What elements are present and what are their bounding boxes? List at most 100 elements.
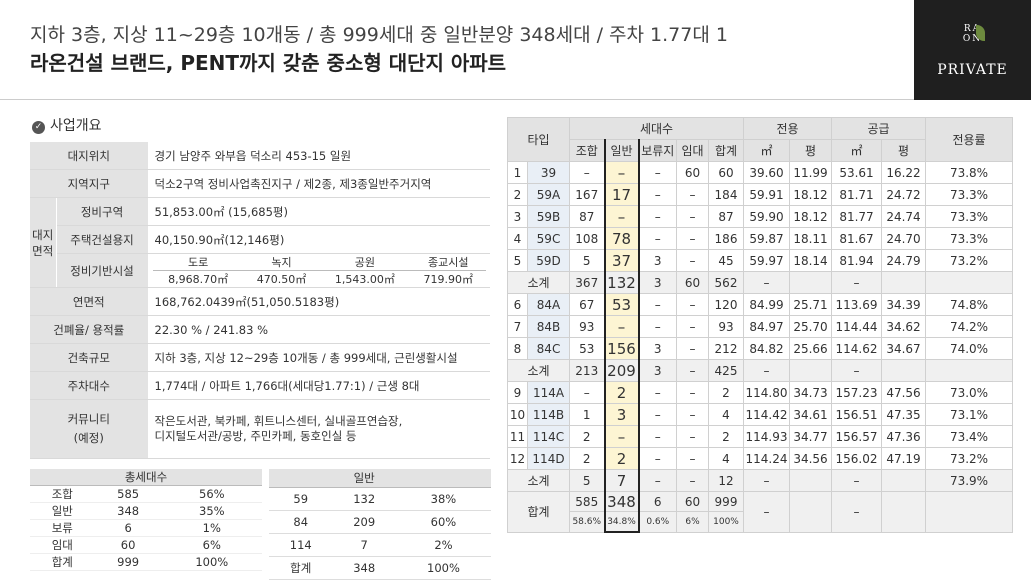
subtotal-label: 소계 (507, 359, 570, 382)
table-cell: – (638, 447, 677, 470)
logo-mark: RA ON (962, 24, 983, 44)
table-cell: 임대 (30, 536, 95, 554)
table-cell: – (638, 469, 677, 492)
table-cell: 18.12 (789, 205, 832, 228)
table-cell: – (676, 337, 709, 360)
table-cell: 73.8% (925, 161, 1013, 184)
table-cell: 5 (569, 249, 605, 272)
table-cell: 2 (569, 425, 605, 448)
table-cell: 81.77 (831, 205, 882, 228)
column-header: 평 (789, 139, 832, 162)
table-cell: 3 (638, 249, 677, 272)
table-cell: – (831, 469, 882, 492)
table-cell: 184 (708, 183, 744, 206)
table-row: 합계 585 348 6 60 999– – (507, 491, 1013, 533)
table-cell: 212 (708, 337, 744, 360)
overview-table: 대지위치 경기 남양주 와부읍 덕소리 453-15 일원 지역지구 덕소2구역 정… (30, 142, 490, 459)
table-cell: 4 (708, 447, 744, 470)
table-cell: – (831, 271, 882, 294)
header: 지하 3층, 지상 11~29층 10개동 / 총 999세대 중 일반분양 3… (0, 0, 1031, 100)
table-row: 합계 999 100% (30, 553, 262, 571)
table-cell: 35% (161, 502, 262, 520)
type-cell: 84C (527, 337, 570, 360)
table-cell: 120 (708, 293, 744, 316)
table-cell (789, 271, 832, 294)
table-cell: 67 (569, 293, 605, 316)
table-cell: 34.77 (789, 425, 832, 448)
table-cell: 84.82 (743, 337, 790, 360)
type-cell: 84B (527, 315, 570, 338)
table-row: 대지위치 경기 남양주 와부읍 덕소리 453-15 일원 (30, 142, 490, 170)
table-cell: – (743, 271, 790, 294)
table-row: 3 59B 87– – –87 59.90 18.12 81.77 24.74 73.3% (507, 205, 1013, 228)
table-cell: 114.44 (831, 315, 882, 338)
table-cell: – (676, 469, 709, 492)
table-cell: 73.9% (925, 469, 1013, 492)
type-cell: 114B (527, 403, 570, 426)
table-cell: 53 (603, 293, 640, 316)
table-row: 연면적 168,762.0439㎡(51,050.5183평) (30, 287, 490, 316)
units-header-group: 세대수 (569, 117, 744, 140)
table-cell: 16.22 (881, 161, 926, 184)
table-cell: 6 (638, 491, 677, 512)
table-cell: – (603, 205, 640, 228)
table-cell: 7 (332, 533, 396, 557)
table-cell: – (638, 227, 677, 250)
summary-general-table: 일반 59 132 38% 84 209 60% 114 7 2% 합계 348 100% (269, 469, 491, 580)
table-row: 11 114C 2– – –2 114.93 34.77 156.57 47.36 73.4% (507, 425, 1013, 448)
table-row: 59 132 38% (269, 487, 491, 511)
subtotal-label: 소계 (507, 271, 570, 294)
table-cell: 93 (708, 315, 744, 338)
table-cell (925, 359, 1013, 382)
table-cell: 114.62 (831, 337, 882, 360)
table-cell: – (676, 249, 709, 272)
table-cell: 367 (569, 271, 605, 294)
table-cell: – (831, 491, 882, 533)
table-cell: 6 (94, 519, 162, 537)
table-row: 정비기반시설 도로 녹지 공원 종교시설 8,968.70㎡ 470.50㎡ 1,543.… (30, 253, 490, 288)
table-cell: 조합 (30, 485, 95, 503)
table-cell: 12 (708, 469, 744, 492)
table-cell: 73.4% (925, 425, 1013, 448)
table-cell: 47.56 (881, 381, 926, 404)
table-cell: 100% (161, 553, 262, 571)
table-cell: 999 (708, 491, 744, 512)
table-cell: – (638, 403, 677, 426)
table-cell: 6% (161, 536, 262, 554)
table-cell: 209 (332, 510, 396, 534)
table-cell: – (743, 491, 790, 533)
table-cell: 108 (569, 227, 605, 250)
table-cell: 4 (507, 227, 528, 250)
table-cell: 84.97 (743, 315, 790, 338)
table-cell: 81.94 (831, 249, 882, 272)
table-cell: 78 (603, 227, 640, 250)
table-cell: – (603, 161, 640, 184)
table-cell: 585 (94, 485, 162, 503)
table-cell: – (638, 381, 677, 404)
type-cell: 114D (527, 447, 570, 470)
table-row: 건축규모 지하 3층, 지상 12~29층 10개동 / 총 999세대, 근린생… (30, 343, 490, 372)
table-cell (925, 491, 1013, 533)
table-cell (789, 469, 832, 492)
table-cell: 34.73 (789, 381, 832, 404)
table-row: 합계 348 100% (269, 556, 491, 580)
table-cell: 1 (569, 403, 605, 426)
table-row: 2 59A 167 17– –184 59.91 18.12 81.71 24.72 73.3% (507, 183, 1013, 206)
table-cell: 17 (603, 183, 640, 206)
table-cell: 34.62 (881, 315, 926, 338)
table-cell: 60% (395, 510, 491, 534)
table-cell: 3 (638, 359, 677, 382)
table-cell: – (676, 315, 709, 338)
table-cell: 7 (603, 469, 640, 492)
table-cell: 58.6% (569, 511, 605, 533)
table-cell: 100% (395, 556, 491, 580)
table-row: 6 84A 67 53– –120 84.99 25.71 113.69 34.39 74.8% (507, 293, 1013, 316)
table-cell: – (569, 161, 605, 184)
type-cell: 59D (527, 249, 570, 272)
table-cell: 59 (269, 487, 333, 511)
table-cell: – (676, 425, 709, 448)
header-divider (0, 99, 1031, 100)
table-cell: 114.93 (743, 425, 790, 448)
table-cell: 59.91 (743, 183, 790, 206)
table-row: 7 84B 93– – –93 84.97 25.70 114.44 34.62 74.2% (507, 315, 1013, 338)
